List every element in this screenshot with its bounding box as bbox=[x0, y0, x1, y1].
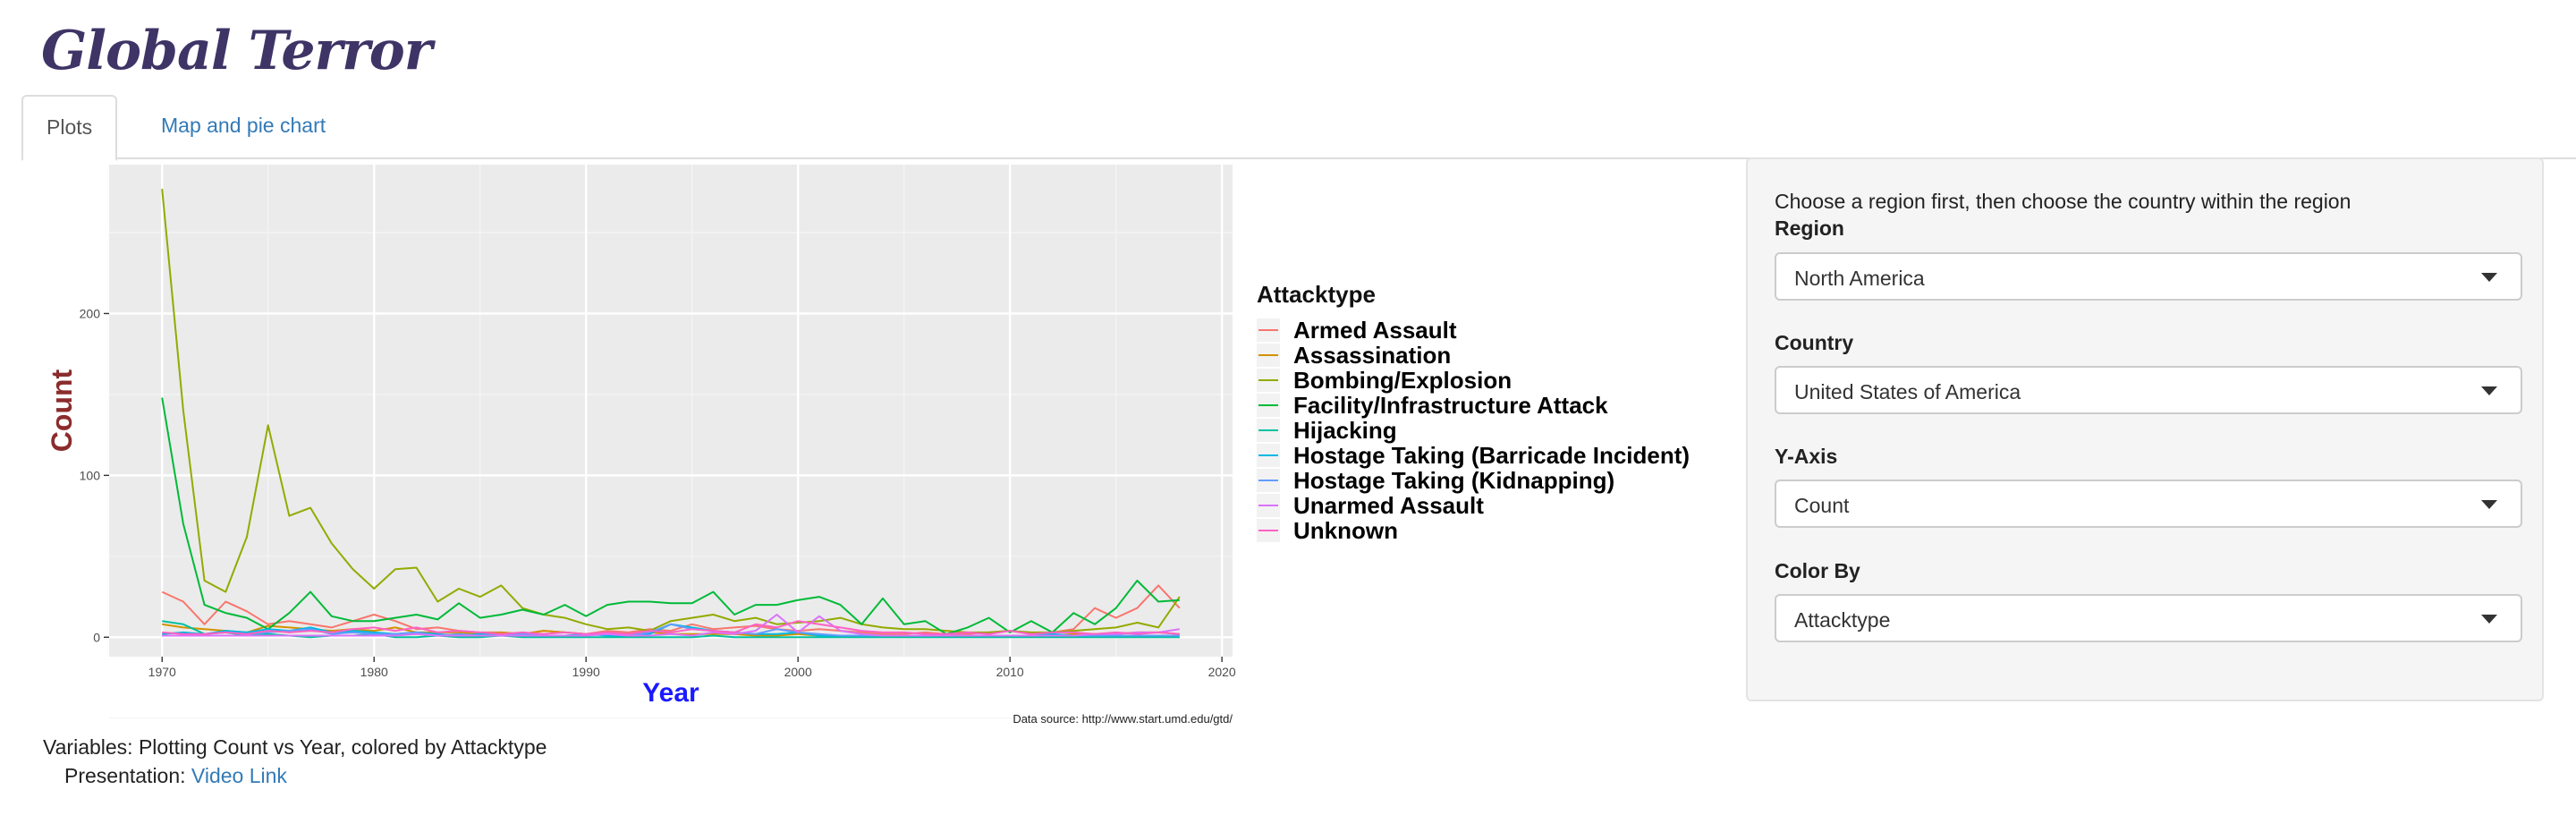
presentation-line: Presentation: Video Link bbox=[64, 764, 287, 788]
y-tick-label: 200 bbox=[80, 306, 101, 320]
legend-label-2: Bombing/Explosion bbox=[1293, 367, 1512, 394]
x-axis-title: Year bbox=[642, 678, 699, 708]
x-axis: 1970 1980 1990 2000 2010 2020 bbox=[148, 657, 1236, 679]
tab-plots[interactable]: Plots bbox=[21, 95, 118, 161]
country-value: United States of America bbox=[1794, 380, 2021, 403]
legend-label-5: Hostage Taking (Barricade Incident) bbox=[1293, 442, 1690, 469]
variables-text: Variables: Plotting Count vs Year, color… bbox=[43, 735, 547, 759]
series-line-8 bbox=[162, 620, 1180, 635]
x-tick-label: 1970 bbox=[148, 665, 176, 679]
panel-hint: Choose a region first, then choose the c… bbox=[1775, 190, 2351, 213]
presentation-label: Presentation: bbox=[64, 764, 186, 787]
x-tick-label: 2010 bbox=[996, 665, 1024, 679]
color-by-select[interactable]: Attacktype bbox=[1775, 594, 2522, 642]
legend-label-0: Armed Assault bbox=[1293, 317, 1457, 344]
country-select[interactable]: United States of America bbox=[1775, 366, 2522, 414]
y-tick-label: 100 bbox=[80, 468, 101, 482]
legend: Armed AssaultAssassinationBombing/Explos… bbox=[1257, 317, 1690, 544]
color-by-value: Attacktype bbox=[1794, 608, 1891, 632]
region-select[interactable]: North America bbox=[1775, 252, 2522, 301]
country-label: Country bbox=[1775, 331, 1854, 354]
region-label: Region bbox=[1775, 216, 1844, 240]
legend-label-7: Unarmed Assault bbox=[1293, 492, 1484, 519]
legend-label-3: Facility/Infrastructure Attack bbox=[1293, 392, 1608, 419]
x-tick-label: 2000 bbox=[784, 665, 812, 679]
x-tick-label: 2020 bbox=[1208, 665, 1236, 679]
x-tick-label: 1980 bbox=[360, 665, 388, 679]
y-axis-value: Count bbox=[1794, 494, 1850, 517]
series-lines bbox=[161, 189, 1181, 639]
legend-label-4: Hijacking bbox=[1293, 417, 1397, 444]
chevron-down-icon bbox=[2481, 386, 2497, 395]
chevron-down-icon bbox=[2481, 615, 2497, 624]
y-axis-label: Y-Axis bbox=[1775, 445, 1838, 468]
app-title: Global Terror bbox=[41, 20, 432, 82]
line-chart: 1970 1980 1990 2000 2010 2020 0 100 200 Year Co… bbox=[46, 165, 1690, 726]
y-axis-title: Count bbox=[46, 369, 78, 452]
color-by-label: Color By bbox=[1775, 559, 1860, 582]
legend-label-8: Unknown bbox=[1293, 517, 1398, 544]
chevron-down-icon bbox=[2481, 500, 2497, 509]
legend-label-1: Assassination bbox=[1293, 342, 1451, 369]
series-line-3 bbox=[161, 397, 1180, 635]
video-link[interactable]: Video Link bbox=[191, 764, 287, 787]
region-value: North America bbox=[1794, 267, 1925, 290]
chart-caption: Data source: http://www.start.umd.edu/gt… bbox=[1013, 712, 1233, 726]
x-tick-label: 1990 bbox=[572, 665, 600, 679]
y-axis-select[interactable]: Count bbox=[1775, 480, 2522, 528]
controls-panel: Choose a region first, then choose the c… bbox=[1746, 157, 2544, 701]
grid-minor bbox=[109, 165, 1233, 719]
chevron-down-icon bbox=[2481, 273, 2497, 282]
legend-label-6: Hostage Taking (Kidnapping) bbox=[1293, 467, 1614, 494]
series-line-7 bbox=[162, 614, 1180, 637]
legend-title: Attacktype bbox=[1257, 281, 1376, 308]
tab-bar: Plots Map and pie chart bbox=[21, 95, 2576, 161]
grid-major bbox=[109, 165, 1233, 657]
y-tick-label: 0 bbox=[93, 630, 100, 644]
tab-map-and-pie-chart[interactable]: Map and pie chart bbox=[161, 114, 326, 137]
plot-panel bbox=[109, 165, 1233, 657]
y-axis: 0 100 200 bbox=[80, 306, 109, 644]
